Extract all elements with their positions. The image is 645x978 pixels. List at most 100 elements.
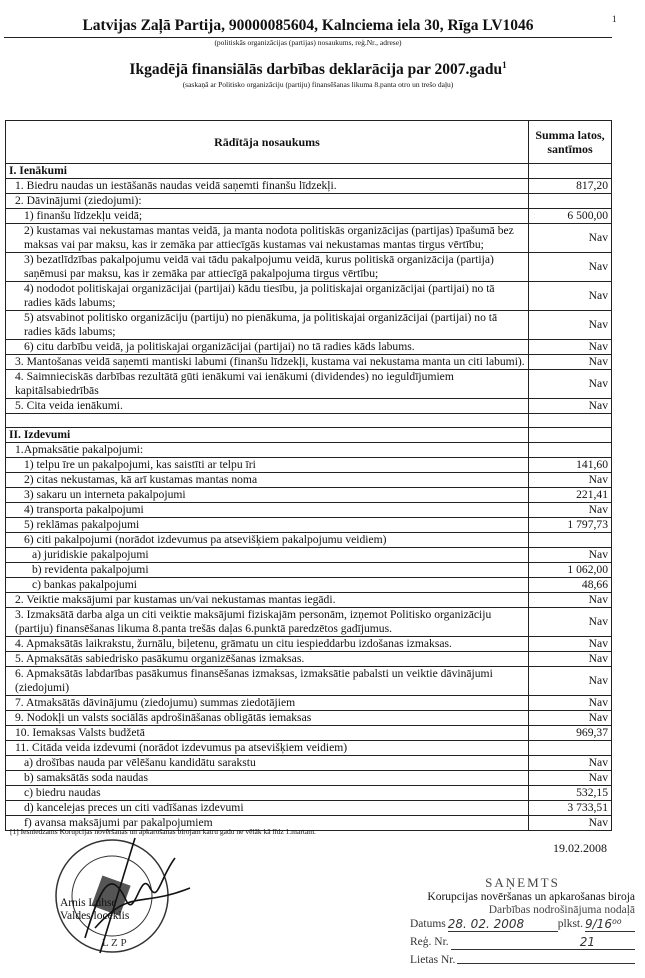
received-case-field: Lietas Nr. [410,953,635,967]
reg-value: 21 [450,935,635,950]
row-value: Nav [528,281,612,311]
table-row: b) revidenta pakalpojumi 1 062,00 [5,562,612,579]
row-value: Nav [528,369,612,399]
row-label: 2) kustamas vai nekustamas mantas veidā,… [5,223,529,253]
table-row: c) biedru naudas 532,15 [5,785,612,802]
row-value: Nav [528,666,612,697]
table-row: 4. Saimnieciskās darbības rezultātā gūti… [5,369,612,399]
row-label: 5) atsvabinot politisko organizāciju (pa… [5,310,529,340]
row-value [528,193,612,209]
row-label: 4. Apmaksātās laikrakstu, žurnālu, biļet… [5,636,529,653]
table-row [5,412,612,429]
row-label: 6) citu darbību veidā, ja politiskajai o… [5,339,529,355]
received-stamp: SAŅEMTS Korupcijas novēršanas un apkaroš… [410,875,635,967]
signature-block: Arnis Luhse Valdes loceklis [60,897,129,923]
row-value: 6 500,00 [528,208,612,224]
row-value: 817,20 [528,178,612,194]
document-title: Ikgadējā finansiālās darbības deklarācij… [8,60,628,79]
row-value [528,532,612,549]
title-text: Ikgadējā finansiālās darbības deklarācij… [129,61,503,79]
row-value [528,442,612,459]
signing-date: 19.02.2008 [553,841,607,855]
row-value: Nav [528,339,612,355]
table-row: 5. Cita veida ienākumi. Nav [5,398,612,414]
table-row: 6. Apmaksātās labdarības pasākumus finan… [5,666,612,697]
table-row: b) samaksātās soda naudas Nav [5,770,612,787]
received-org-line2: Darbības nodrošinājuma nodaļā [488,904,635,916]
table-row: 2) kustamas vai nekustamas mantas veidā,… [5,223,612,253]
row-label: 3. Izmaksātā darba alga un citi veiktie … [5,607,529,638]
row-label: 5) reklāmas pakalpojumi [5,517,529,534]
row-value: Nav [528,815,612,832]
table-row: 7. Atmaksātās dāvinājumu (ziedojumu) sum… [5,695,612,712]
row-value: 48,66 [528,577,612,594]
table-row: 3. Mantošanas veidā saņemti mantiski lab… [5,354,612,370]
row-value [528,740,612,757]
footnote-marker: 1 [502,60,507,70]
row-value: 221,41 [528,487,612,504]
row-label: 5. Cita veida ienākumi. [5,398,529,414]
row-value: Nav [528,651,612,668]
table-row: 3) sakaru un interneta pakalpojumi 221,41 [5,487,612,504]
case-value [457,953,635,964]
table-row: f) avansa maksājumi par pakalpojumiem Nav [5,815,612,832]
row-label: 3. Mantošanas veidā saņemti mantiski lab… [5,354,529,370]
row-label: 1) finanšu līdzekļu veidā; [5,208,529,224]
row-value: 532,15 [528,785,612,802]
received-date-field: Datums 28. 02. 2008 plkst. 9/16⁰⁰ [410,917,635,935]
table-row: d) kancelejas preces un citi vadīšanas i… [5,800,612,817]
document-subtitle: (saskaņā ar Politisko organizāciju (part… [182,80,454,89]
row-label: f) avansa maksājumi par pakalpojumiem [5,815,529,832]
row-value: Nav [528,252,612,282]
row-label: b) revidenta pakalpojumi [5,562,529,579]
row-label: d) kancelejas preces un citi vadīšanas i… [5,800,529,817]
received-reg-field: Reģ. Nr. 21 [410,935,635,953]
divider [4,37,612,38]
row-label: 4) transporta pakalpojumi [5,502,529,519]
row-label: 1.Apmaksātie pakalpojumi: [5,442,529,459]
row-value: Nav [528,592,612,609]
signatory-role: Valdes loceklis [60,910,130,922]
row-value: Nav [528,310,612,340]
row-value: Nav [528,398,612,414]
row-value: Nav [528,502,612,519]
declaration-table: Rādītāja nosaukums Summa latos, santīmos… [5,120,612,832]
row-value: 1 062,00 [528,562,612,579]
table-row: a) juridiskie pakalpojumi Nav [5,547,612,564]
row-label: II. Izdevumi [5,427,529,444]
table-row: 1.Apmaksātie pakalpojumi: [5,442,612,459]
party-seal-stamp: L Z P [55,837,191,954]
row-label: b) samaksātās soda naudas [5,770,529,787]
case-label: Lietas Nr. [410,954,456,966]
row-label: 2. Dāvinājumi (ziedojumi): [5,193,529,209]
signatory-name: Arnis Luhse [60,897,117,909]
svg-text:L Z P: L Z P [102,937,127,949]
row-label: 3) bezatlīdzības pakalpojumu veidā vai t… [5,252,529,282]
row-label: 2) citas nekustamas, kā arī kustamas man… [5,472,529,489]
table-row: 11. Citāda veida izdevumi (norādot izdev… [5,740,612,757]
row-value: Nav [528,547,612,564]
row-label: 11. Citāda veida izdevumi (norādot izdev… [5,740,529,757]
table-row: 3. Izmaksātā darba alga un citi veiktie … [5,607,612,638]
row-value: Nav [528,770,612,787]
column-header-sum: Summa latos, santīmos [528,120,612,164]
table-row: 4) nododot politiskajai organizācijai (p… [5,281,612,311]
row-label: 2. Veiktie maksājumi par kustamas un/vai… [5,592,529,609]
page-number: 1 [612,14,617,24]
received-org-line1: Korupcijas novēršanas un apkarošanas bir… [427,891,635,903]
row-label: 1) telpu īre un pakalpojumi, kas saistīt… [5,457,529,474]
row-label: 6. Apmaksātās labdarības pasākumus finan… [5,666,529,697]
table-row: 10. Iemaksas Valsts budžetā 969,37 [5,725,612,742]
row-label: I. Ienākumi [5,163,529,179]
table-row: 2) citas nekustamas, kā arī kustamas man… [5,472,612,489]
column-header-name: Rādītāja nosaukums [5,120,529,164]
footnote: [1] Iesniedzams Korupcijas novēršanas un… [10,827,316,836]
row-value: 141,60 [528,457,612,474]
row-label: 3) sakaru un interneta pakalpojumi [5,487,529,504]
table-row: c) bankas pakalpojumi 48,66 [5,577,612,594]
row-label: c) biedru naudas [5,785,529,802]
row-value: Nav [528,472,612,489]
row-value: Nav [528,695,612,712]
row-value: Nav [528,607,612,638]
